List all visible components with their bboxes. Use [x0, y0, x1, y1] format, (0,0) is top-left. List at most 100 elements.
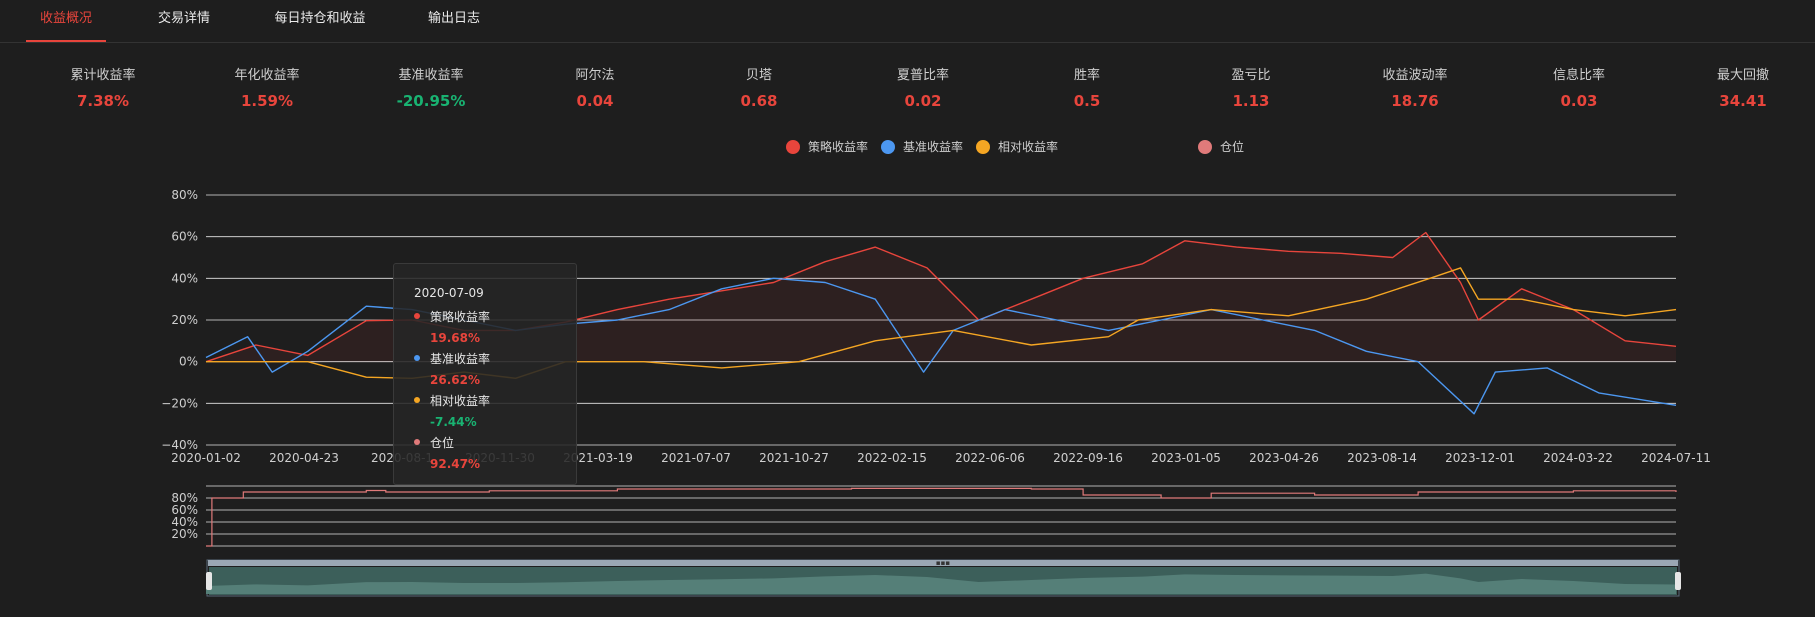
- metric-value: 0.04: [576, 92, 614, 110]
- legend-dot: [786, 140, 800, 154]
- x-tick-label: 2023-08-14: [1347, 451, 1417, 465]
- metric-label: 年化收益率: [234, 68, 300, 83]
- metric-profit-loss-ratio: 盈亏比 1.13: [1181, 66, 1321, 110]
- series-line: [206, 487, 1677, 547]
- metric-value: 1.13: [1232, 92, 1270, 110]
- tab-output-log[interactable]: 输出日志: [427, 11, 480, 26]
- metric-value: 34.41: [1719, 92, 1767, 110]
- metric-sharpe: 夏普比率 0.02: [853, 66, 993, 110]
- tooltip-label: 仓位: [430, 436, 455, 450]
- y-tick-label: 0%: [179, 355, 198, 369]
- y-tick-label: 80%: [171, 188, 198, 202]
- tooltip-row-position: 仓位: [414, 433, 576, 454]
- x-tick-label: 2021-03-19: [563, 451, 633, 465]
- tooltip-dot: [414, 355, 420, 361]
- metric-max-drawdown: 最大回撤 34.41: [1673, 66, 1813, 110]
- metric-alpha: 阿尔法 0.04: [525, 66, 665, 110]
- position-grid: [206, 485, 1676, 547]
- x-tick-label: 2022-09-16: [1053, 451, 1123, 465]
- tab-trade-details[interactable]: 交易详情: [157, 11, 210, 26]
- metric-label: 盈亏比: [1231, 68, 1271, 83]
- metric-win-rate: 胜率 0.5: [1017, 66, 1157, 110]
- legend-label: 策略收益率: [808, 140, 869, 154]
- metric-cumulative-return: 累计收益率 7.38%: [33, 66, 173, 110]
- legend-dot: [1198, 140, 1212, 154]
- tooltip-label: 策略收益率: [430, 310, 491, 324]
- metric-label: 贝塔: [745, 68, 772, 83]
- y-tick-label: 60%: [171, 503, 198, 517]
- metric-value: 0.02: [904, 92, 942, 110]
- metric-benchmark-return: 基准收益率 -20.95%: [361, 66, 501, 110]
- y-tick-label: 20%: [171, 527, 198, 541]
- legend-item-strategy[interactable]: 策略收益率: [786, 137, 868, 157]
- legend-item-relative[interactable]: 相对收益率: [976, 137, 1058, 157]
- legend-item-benchmark[interactable]: 基准收益率: [881, 137, 963, 157]
- y-tick-label: −40%: [161, 438, 198, 452]
- tooltip-row-relative: 相对收益率: [414, 391, 576, 412]
- x-tick-label: 2024-03-22: [1543, 451, 1613, 465]
- x-tick-label: 2020-01-02: [171, 451, 241, 465]
- metric-value: 0.5: [1073, 92, 1101, 110]
- y-tick-label: 40%: [171, 515, 198, 529]
- slider-shadow-series: [206, 573, 1676, 594]
- tooltip-value-relative: -7.44%: [430, 415, 477, 429]
- metric-value: 0.68: [740, 92, 778, 110]
- metric-value: 1.59%: [240, 92, 294, 110]
- metric-value: -20.95%: [396, 92, 466, 110]
- metric-volatility: 收益波动率 18.76: [1345, 66, 1485, 110]
- legend-label: 相对收益率: [998, 140, 1059, 154]
- tab-overview[interactable]: 收益概况: [26, 0, 106, 42]
- metric-label: 胜率: [1073, 68, 1100, 83]
- tab-daily-positions[interactable]: 每日持仓和收益: [274, 11, 366, 26]
- metric-information-ratio: 信息比率 0.03: [1509, 66, 1649, 110]
- y-tick-label: 80%: [171, 491, 198, 505]
- metric-value: 18.76: [1391, 92, 1439, 110]
- tooltip-label: 相对收益率: [430, 394, 491, 408]
- x-tick-label: 2023-04-26: [1249, 451, 1319, 465]
- tooltip-value-strategy: 19.68%: [430, 331, 480, 345]
- x-tick-label: 2024-07-11: [1641, 451, 1711, 465]
- zoom-slider[interactable]: ▪▪▪: [206, 559, 1681, 597]
- legend-item-position[interactable]: 仓位: [1198, 137, 1244, 157]
- x-tick-label: 2020-04-23: [269, 451, 339, 465]
- x-tick-label: 2023-01-05: [1151, 451, 1221, 465]
- slider-handle-right[interactable]: [1675, 572, 1681, 590]
- metric-label: 信息比率: [1552, 68, 1605, 83]
- y-tick-label: 40%: [171, 271, 198, 285]
- y-tick-label: 60%: [171, 230, 198, 244]
- y-tick-label: 20%: [171, 313, 198, 327]
- x-tick-label: 2021-07-07: [661, 451, 731, 465]
- metrics-row: 累计收益率 7.38% 年化收益率 1.59% 基准收益率 -20.95% 阿尔法 0.…: [0, 66, 1815, 116]
- metric-label: 收益波动率: [1382, 68, 1448, 83]
- legend-dot: [976, 140, 990, 154]
- metric-value: 7.38%: [76, 92, 130, 110]
- slider-grip-icon: ▪▪▪: [936, 559, 950, 567]
- x-tick-label: 2022-06-06: [955, 451, 1025, 465]
- metric-value: 0.03: [1560, 92, 1598, 110]
- metric-label: 夏普比率: [896, 68, 949, 83]
- slider-top-bar[interactable]: [208, 560, 1678, 566]
- position-series: [206, 487, 1677, 547]
- tooltip-row-strategy: 策略收益率: [414, 307, 576, 328]
- y-tick-label: −20%: [161, 396, 198, 410]
- x-tick-label: 2022-02-15: [857, 451, 927, 465]
- metric-label: 累计收益率: [70, 68, 136, 83]
- tooltip-row-benchmark: 基准收益率: [414, 349, 576, 370]
- tab-bar: 收益概况 交易详情 每日持仓和收益 输出日志: [0, 0, 1815, 43]
- tooltip-value-position: 92.47%: [430, 457, 480, 471]
- legend-dot: [881, 140, 895, 154]
- metric-annual-return: 年化收益率 1.59%: [197, 66, 337, 110]
- tooltip-dot: [414, 439, 420, 445]
- metric-beta: 贝塔 0.68: [689, 66, 829, 110]
- metric-label: 阿尔法: [575, 68, 615, 83]
- chart-tooltip: 2020-07-09 策略收益率 19.68% 基准收益率 26.62% 相对收…: [393, 263, 577, 485]
- x-tick-label: 2021-10-27: [759, 451, 829, 465]
- chart-legend: 策略收益率 基准收益率 相对收益率 仓位: [0, 137, 1815, 157]
- slider-handle-left[interactable]: [206, 572, 212, 590]
- legend-label: 基准收益率: [903, 140, 964, 154]
- tooltip-dot: [414, 313, 420, 319]
- tooltip-value-benchmark: 26.62%: [430, 373, 480, 387]
- metric-label: 基准收益率: [398, 68, 464, 83]
- position-y-axis: 80%60%40%20%: [171, 491, 198, 541]
